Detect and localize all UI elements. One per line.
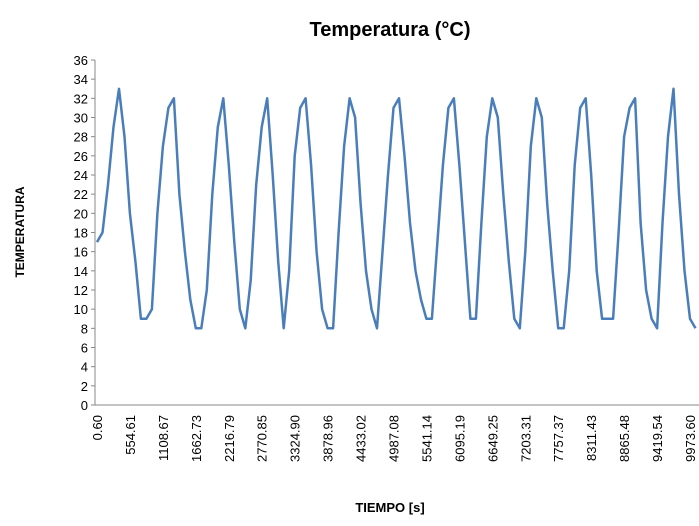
x-tick-label: 2770.85 <box>255 415 270 462</box>
y-tick-label: 24 <box>74 168 88 183</box>
y-tick-label: 14 <box>74 264 88 279</box>
x-tick-label: 5541.14 <box>419 415 434 462</box>
y-tick-label: 30 <box>74 111 88 126</box>
x-tick-label: 7757.37 <box>551 415 566 462</box>
x-tick-label: 6095.19 <box>452 415 467 462</box>
y-tick-label: 22 <box>74 187 88 202</box>
x-tick-label: 8311.43 <box>584 415 599 461</box>
y-tick-label: 12 <box>74 283 88 298</box>
chart-title: Temperatura (°C) <box>310 19 471 41</box>
y-tick-label: 36 <box>74 53 88 68</box>
x-tick-label: 4433.02 <box>354 415 369 462</box>
x-tick-label: 9973.60 <box>683 415 698 462</box>
y-tick-label: 6 <box>81 341 88 356</box>
x-tick-label: 8865.48 <box>617 415 632 462</box>
line <box>95 87 697 330</box>
y-tick-label: 16 <box>74 245 88 260</box>
y-tick-label: 2 <box>81 379 88 394</box>
x-tick-label: 6649.25 <box>485 415 500 462</box>
x-tick-label: 0.60 <box>90 415 105 440</box>
x-axis-title: TIEMPO [s] <box>355 500 424 515</box>
x-tick-label: 3878.96 <box>321 415 336 462</box>
x-tick-label: 4987.08 <box>387 415 402 462</box>
y-tick-label: 34 <box>74 72 88 87</box>
y-tick-label: 32 <box>74 91 88 106</box>
y-tick-label: 18 <box>74 226 88 241</box>
x-tick-label: 1662.73 <box>189 415 204 462</box>
y-tick-label: 4 <box>81 360 88 375</box>
y-tick-label: 26 <box>74 149 88 164</box>
y-tick-label: 8 <box>81 321 88 336</box>
y-tick-label: 0 <box>81 398 88 413</box>
y-axis-title: TEMPERATURA <box>13 186 27 277</box>
y-tick-label: 20 <box>74 206 88 221</box>
x-tick-label: 1108.67 <box>156 415 171 461</box>
x-tick-label: 554.61 <box>123 415 138 455</box>
y-tick-label: 10 <box>74 302 88 317</box>
x-tick-label: 2216.79 <box>222 415 237 462</box>
y-tick-label: 28 <box>74 130 88 145</box>
x-tick-label: 7203.31 <box>518 415 533 462</box>
x-tick-label: 9419.54 <box>650 415 665 462</box>
x-tick-label: 3324.90 <box>288 415 303 462</box>
